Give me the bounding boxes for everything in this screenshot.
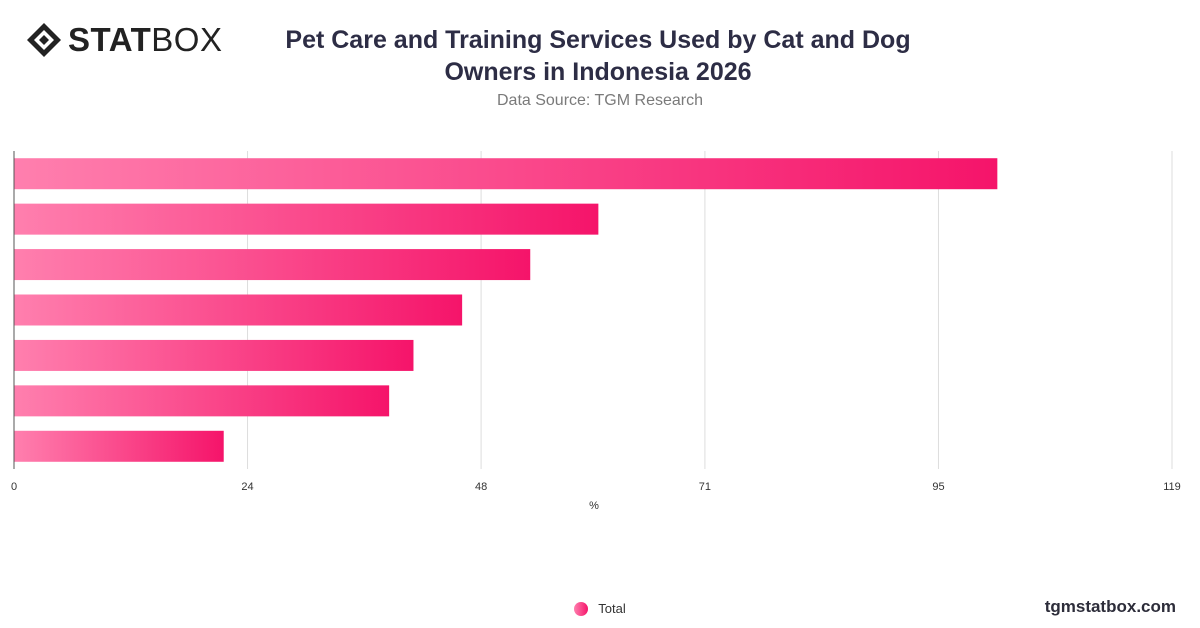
bar-4 — [14, 339, 414, 371]
legend-label-total: Total — [598, 601, 626, 616]
bar-6 — [14, 430, 224, 462]
x-tick-label-5: 119 — [1163, 481, 1181, 493]
bar-3 — [14, 294, 463, 326]
x-axis-label: % — [589, 500, 599, 512]
x-tick-label-2: 48 — [475, 481, 487, 493]
bar-5 — [14, 385, 390, 417]
watermark: tgmstatbox.com — [1044, 597, 1176, 616]
x-tick-label-3: 71 — [699, 481, 711, 493]
chart-subtitle: Data Source: TGM Research — [496, 92, 703, 109]
x-tick-label-4: 95 — [932, 481, 944, 493]
legend-marker — [574, 601, 589, 616]
x-tick-label-1: 24 — [241, 481, 253, 493]
logo-wordmark: STATBOX — [68, 22, 222, 58]
chart-title: Pet Care and Training Services Used by C… — [285, 26, 911, 86]
legend[interactable]: Total — [0, 601, 1200, 616]
bar-0 — [14, 158, 998, 190]
bar-1 — [14, 203, 599, 235]
logo-bold-text: STAT — [68, 21, 152, 58]
x-tick-label-0: 0 — [11, 481, 17, 493]
statbox-diamond-icon — [27, 23, 61, 57]
logo-light-text: BOX — [151, 21, 223, 58]
bar-2 — [14, 249, 531, 281]
statbox-logo: STATBOX — [26, 22, 222, 58]
